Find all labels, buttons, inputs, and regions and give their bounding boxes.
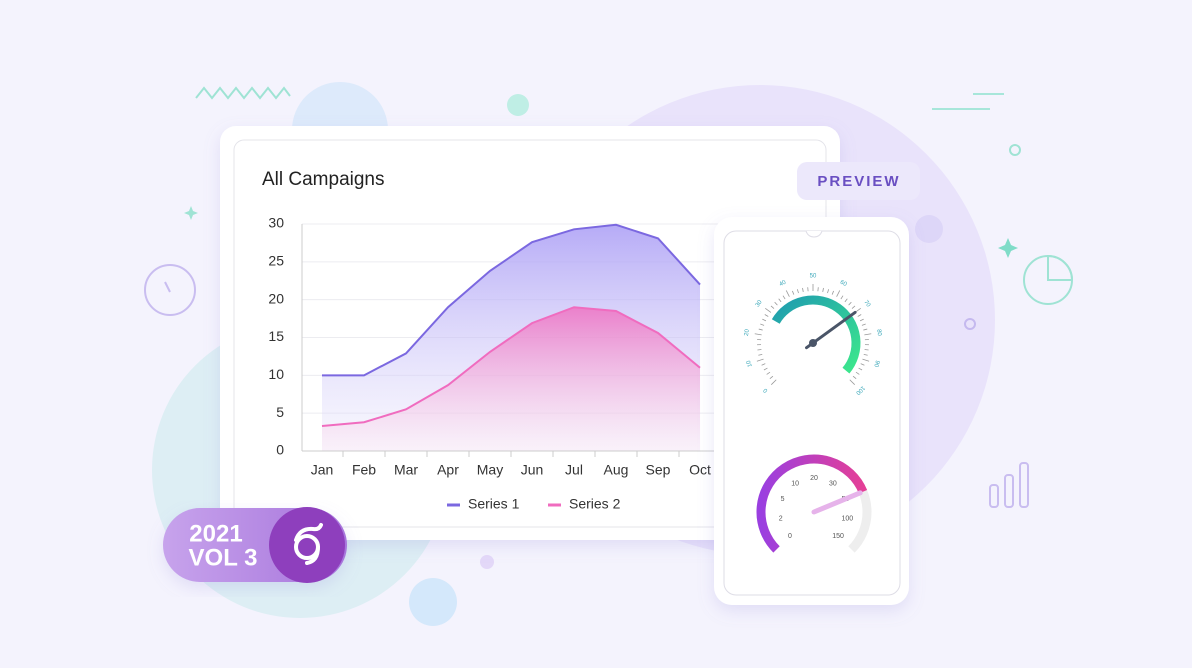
gauge-tick xyxy=(840,295,844,300)
y-tick-label: 5 xyxy=(276,404,284,420)
gauge-label: 10 xyxy=(746,359,754,368)
x-tick-label: Jul xyxy=(565,462,583,478)
gauge-tick xyxy=(760,323,765,326)
gauge-tick xyxy=(757,349,762,351)
gauge-label: 100 xyxy=(842,515,854,522)
x-tick-label: Jan xyxy=(311,462,334,478)
gauge-label: 30 xyxy=(755,299,764,308)
gauge-label: 20 xyxy=(744,328,751,336)
gauge-tick xyxy=(758,328,763,331)
gauge-tick xyxy=(863,328,868,331)
y-tick-label: 30 xyxy=(268,215,284,231)
gauge-tick xyxy=(859,318,864,322)
series-line xyxy=(321,306,701,428)
gauge-tick xyxy=(785,290,790,297)
gauge-label: 100 xyxy=(854,384,866,396)
gauge-tick xyxy=(756,358,764,362)
x-tick-label: Jun xyxy=(521,462,544,478)
y-tick-label: 0 xyxy=(276,442,284,458)
gauge-label: 60 xyxy=(839,280,848,289)
chart: 0 5 10 15 20 25 30 Jan Feb Mar Apr May Jun Jul Aug Sep O… xyxy=(268,215,745,512)
gauge-tick xyxy=(851,305,856,309)
gauge-tick xyxy=(836,290,841,297)
gauge-tick xyxy=(763,367,768,371)
series-line xyxy=(322,223,701,377)
gauge-arc xyxy=(756,454,868,553)
gauge-tick xyxy=(770,305,775,309)
x-tick-label: Mar xyxy=(394,462,418,478)
gauge-tick xyxy=(857,314,862,317)
y-tick-label: 10 xyxy=(268,366,284,382)
gauge-label: 2 xyxy=(779,515,783,522)
gauge-tick xyxy=(844,298,848,303)
gauge-tick xyxy=(774,301,778,306)
gauge-needle xyxy=(811,490,863,515)
gauge-tick xyxy=(848,301,852,306)
gauge-tick xyxy=(855,371,860,375)
gauge-tick xyxy=(762,318,767,322)
gauge-label: 150 xyxy=(832,533,844,540)
gauge-tick xyxy=(827,289,830,294)
gauge-label: 30 xyxy=(829,481,837,488)
x-tick-label: Aug xyxy=(604,462,629,478)
legend-label: Series 1 xyxy=(468,496,520,512)
gauge-tick xyxy=(860,363,865,366)
gauge-tick xyxy=(831,290,834,295)
gauge-tick xyxy=(849,379,856,386)
gauge-tick xyxy=(769,375,774,380)
y-tick-label: 20 xyxy=(268,290,284,306)
y-tick-label: 15 xyxy=(268,328,284,344)
x-tick-label: May xyxy=(477,462,503,478)
gauge-tick xyxy=(766,371,771,375)
phone-notch xyxy=(805,230,823,238)
gauge-label: 20 xyxy=(810,475,818,482)
gauge-label: 80 xyxy=(875,329,882,337)
gauge-tick xyxy=(862,358,870,362)
gauge-tick xyxy=(778,298,782,303)
x-tick-label: Feb xyxy=(352,462,376,478)
gauges: 010203040506070809010002510203050100150 xyxy=(744,274,882,553)
x-tick-label: Sep xyxy=(646,462,671,478)
gauge-tick xyxy=(765,307,772,313)
gauge-tick xyxy=(863,353,868,356)
gauge-label: 10 xyxy=(791,481,799,488)
badge: 2021 VOL 3 xyxy=(163,507,347,583)
gauge-tick xyxy=(852,375,857,380)
gauge-label: 90 xyxy=(872,359,880,368)
gauge-label: 0 xyxy=(788,533,792,540)
legend-label: Series 2 xyxy=(569,496,621,512)
badge-year: 2021 xyxy=(189,520,242,547)
gauge-tick xyxy=(792,290,795,295)
area-fill xyxy=(322,307,700,451)
preview-pill xyxy=(797,162,920,200)
gauge-tick xyxy=(764,314,769,317)
gauge-label: 0 xyxy=(762,386,769,393)
y-tick-label: 25 xyxy=(268,253,284,269)
preview-label: PREVIEW xyxy=(817,173,900,190)
gauge-tick xyxy=(864,349,869,351)
gauge-label: 40 xyxy=(779,279,788,288)
gauge-tick xyxy=(761,363,766,366)
gauge-hub xyxy=(809,339,817,347)
gauge-tick xyxy=(864,333,872,336)
gauge-label: 50 xyxy=(810,274,817,280)
gauge-arc xyxy=(771,295,861,374)
x-tick-label: Apr xyxy=(437,462,459,478)
badge-volume: VOL 3 xyxy=(189,544,258,571)
gauge-tick xyxy=(754,333,762,336)
gauge-label: 5 xyxy=(781,496,785,503)
gauge-tick xyxy=(770,379,777,386)
gauge-tick xyxy=(782,295,786,300)
gauge-tick xyxy=(758,353,763,356)
chart-title: All Campaigns xyxy=(262,169,385,190)
gauge-tick xyxy=(802,287,804,292)
gauge-tick xyxy=(796,289,799,294)
x-tick-label: Oct xyxy=(689,462,711,478)
gauge-tick xyxy=(822,287,824,292)
gauge-tick xyxy=(858,367,863,371)
gauge-label: 70 xyxy=(862,299,871,308)
gauge-tick xyxy=(861,323,866,326)
